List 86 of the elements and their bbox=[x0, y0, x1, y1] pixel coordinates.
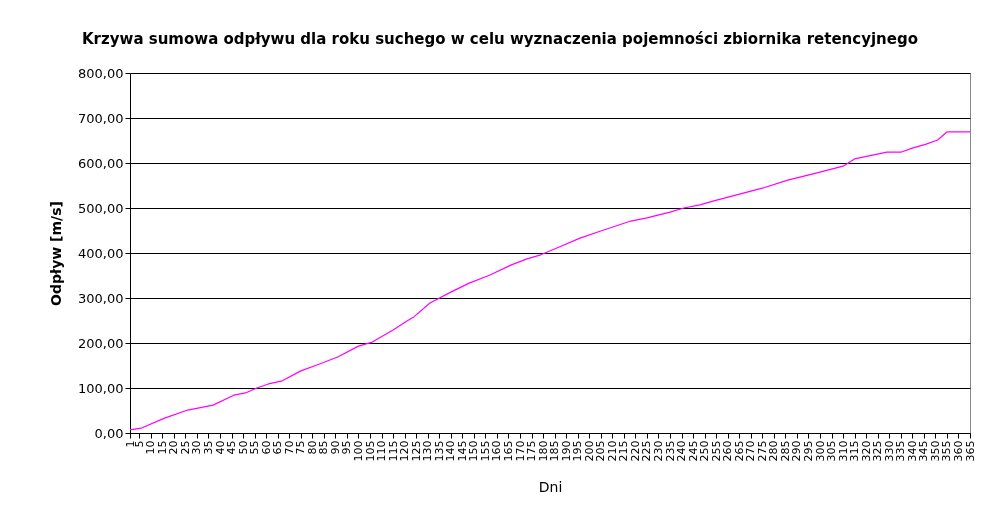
x-tick-label: 335 bbox=[894, 440, 908, 462]
x-tick-label: 140 bbox=[444, 440, 458, 462]
x-tick-label: 285 bbox=[778, 440, 792, 462]
y-tick-label: 800,00 bbox=[78, 65, 124, 81]
x-tick-label: 90 bbox=[328, 440, 342, 455]
x-tick-label: 250 bbox=[698, 440, 712, 462]
x-tick-label: 75 bbox=[294, 440, 308, 455]
chart-title: Krzywa sumowa odpływu dla roku suchego w celu wyznaczenia pojemności zbiornika retencyjnego bbox=[82, 30, 918, 48]
x-tick-label: 270 bbox=[744, 440, 758, 462]
x-tick-label: 15 bbox=[155, 440, 169, 455]
x-tick-label: 115 bbox=[386, 440, 400, 462]
y-tick-label: 700,00 bbox=[78, 110, 124, 126]
x-tick-label: 35 bbox=[201, 440, 215, 455]
x-tick-label: 40 bbox=[213, 440, 227, 455]
x-tick-label: 10 bbox=[144, 440, 158, 455]
x-tick-label: 315 bbox=[848, 440, 862, 462]
x-tick-label: 125 bbox=[409, 440, 423, 462]
x-tick-label: 55 bbox=[248, 440, 262, 455]
x-tick-label: 275 bbox=[755, 440, 769, 462]
x-tick-label: 295 bbox=[801, 440, 815, 462]
x-tick-label: 100 bbox=[351, 440, 365, 462]
x-tick-label: 180 bbox=[536, 440, 550, 462]
x-tick-label: 120 bbox=[398, 440, 412, 462]
x-tick-label: 255 bbox=[709, 440, 723, 462]
x-tick-label: 360 bbox=[951, 440, 965, 462]
x-tick-label: 310 bbox=[836, 440, 850, 462]
x-tick-label: 365 bbox=[963, 440, 977, 462]
x-tick-label: 195 bbox=[571, 440, 585, 462]
y-tick-label: 600,00 bbox=[78, 155, 124, 171]
y-tick-label: 100,00 bbox=[78, 380, 124, 396]
x-tick-label: 190 bbox=[559, 440, 573, 462]
y-tick-label: 0,00 bbox=[94, 425, 124, 441]
x-tick-label: 220 bbox=[628, 440, 642, 462]
x-tick-label: 235 bbox=[663, 440, 677, 462]
x-tick-label: 280 bbox=[767, 440, 781, 462]
y-tick-label: 400,00 bbox=[78, 245, 124, 261]
x-tick-label: 215 bbox=[617, 440, 631, 462]
x-tick-label: 145 bbox=[455, 440, 469, 462]
y-axis-title: Odpływ [m/s] bbox=[48, 201, 65, 306]
x-tick-label: 340 bbox=[905, 440, 919, 462]
x-tick-label: 355 bbox=[940, 440, 954, 462]
y-tick-label: 500,00 bbox=[78, 200, 124, 216]
x-tick-label: 200 bbox=[582, 440, 596, 462]
x-tick-label: 330 bbox=[882, 440, 896, 462]
x-tick-label: 135 bbox=[432, 440, 446, 462]
x-tick-label: 110 bbox=[375, 440, 389, 462]
x-tick-label: 105 bbox=[363, 440, 377, 462]
x-tick-label: 300 bbox=[813, 440, 827, 462]
x-tick-label: 205 bbox=[594, 440, 608, 462]
x-tick-label: 245 bbox=[686, 440, 700, 462]
x-tick-label: 65 bbox=[271, 440, 285, 455]
x-tick-label: 160 bbox=[490, 440, 504, 462]
x-axis-title: Dni bbox=[538, 479, 563, 496]
x-tick-label: 80 bbox=[305, 440, 319, 455]
x-tick-label: 265 bbox=[732, 440, 746, 462]
x-tick-label: 150 bbox=[467, 440, 481, 462]
x-tick-label: 85 bbox=[317, 440, 331, 455]
x-tick-label: 320 bbox=[859, 440, 873, 462]
x-tick-label: 20 bbox=[167, 440, 181, 455]
x-tick-label: 5 bbox=[132, 440, 146, 448]
x-tick-label: 185 bbox=[548, 440, 562, 462]
x-tick-label: 25 bbox=[178, 440, 192, 455]
x-tick-label: 30 bbox=[190, 440, 204, 455]
x-tick-label: 60 bbox=[259, 440, 273, 455]
x-tick-label: 50 bbox=[236, 440, 250, 455]
x-tick-label: 225 bbox=[640, 440, 654, 462]
x-tick-label: 230 bbox=[651, 440, 665, 462]
y-tick-label: 200,00 bbox=[78, 335, 124, 351]
x-tick-label: 210 bbox=[605, 440, 619, 462]
x-tick-label: 45 bbox=[225, 440, 239, 455]
x-tick-label: 305 bbox=[825, 440, 839, 462]
x-tick-label: 345 bbox=[917, 440, 931, 462]
x-tick-label: 70 bbox=[282, 440, 296, 455]
x-tick-label: 175 bbox=[525, 440, 539, 462]
x-tick-label: 95 bbox=[340, 440, 354, 455]
x-tick-label: 130 bbox=[421, 440, 435, 462]
x-tick-label: 350 bbox=[928, 440, 942, 462]
x-tick-label: 325 bbox=[871, 440, 885, 462]
x-tick-label: 165 bbox=[501, 440, 515, 462]
x-tick-label: 170 bbox=[513, 440, 527, 462]
line-series bbox=[129, 131, 971, 431]
x-tick-label: 260 bbox=[721, 440, 735, 462]
x-tick-label: 240 bbox=[675, 440, 689, 462]
x-tick-label: 290 bbox=[790, 440, 804, 462]
x-tick-label: 155 bbox=[478, 440, 492, 462]
y-tick-label: 300,00 bbox=[78, 290, 124, 306]
